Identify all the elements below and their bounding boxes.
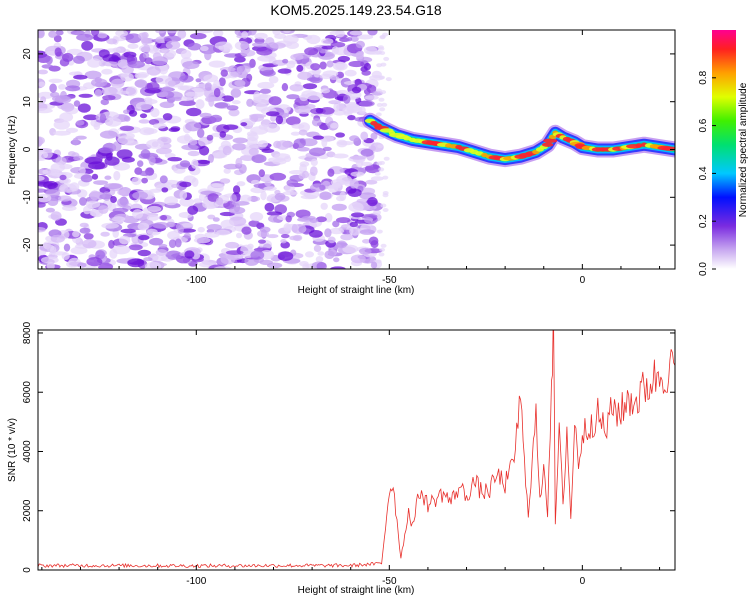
snr-panel: -100 -50 0 0 2000 4000 6000 8000 Height of stra… — [7, 321, 676, 596]
chart-title: KOM5.2025.149.23.54.G18 — [270, 2, 441, 18]
colorbar-tick-label: 0.6 — [698, 118, 709, 132]
colorbar-tick-label: 0.4 — [698, 166, 709, 180]
spectrogram-xtick-label: -50 — [382, 275, 397, 286]
snr-ytick-label: 8000 — [22, 321, 33, 344]
snr-xtick-label: -50 — [382, 576, 397, 587]
snr-ytick-label: 4000 — [22, 440, 33, 463]
colorbar-tick-label: 0.0 — [698, 262, 709, 276]
snr-plot-area — [38, 330, 675, 569]
spectrogram-xlabel: Height of straight line (km) — [298, 285, 415, 296]
spectrogram-ytick-label: 20 — [22, 48, 33, 60]
colorbar: 0.0 0.2 0.4 0.6 0.8 Normalized spectral ampl… — [698, 30, 749, 276]
snr-series-line — [38, 330, 675, 569]
spectrogram-ytick-label: -10 — [22, 190, 33, 205]
colorbar-tick-label: 0.2 — [698, 214, 709, 228]
spectrogram-xtick-label: 0 — [580, 275, 586, 286]
snr-ytick-label: 6000 — [22, 381, 33, 404]
colorbar-ticks: 0.0 0.2 0.4 0.6 0.8 — [698, 70, 716, 276]
snr-frame — [37, 329, 676, 571]
spectrogram-plot-area — [38, 30, 675, 269]
spectrogram-ytick-label: 0 — [22, 146, 33, 152]
noise-texture — [38, 30, 392, 269]
spectrogram-ylabel: Frequency (Hz) — [7, 116, 18, 185]
spectrogram-ytick-label: 10 — [22, 96, 33, 108]
snr-ytick-label: 0 — [22, 567, 33, 573]
snr-xtick-label: 0 — [580, 576, 586, 587]
colorbar-gradient — [712, 30, 736, 269]
spectrogram-xtick-label: -100 — [186, 275, 206, 286]
snr-ytick-label: 2000 — [22, 499, 33, 522]
snr-ylabel: SNR (10 * v/v) — [7, 418, 18, 482]
snr-xtick-label: -100 — [186, 576, 206, 587]
colorbar-label: Normalized spectral amplitude — [738, 82, 749, 217]
colorbar-tick-label: 0.8 — [698, 70, 709, 84]
snr-xlabel: Height of straight line (km) — [298, 585, 415, 596]
snr-axes: -100 -50 0 0 2000 4000 6000 8000 — [22, 321, 675, 587]
spectrogram-ytick-label: -20 — [22, 237, 33, 252]
ridge-hotspots — [364, 118, 675, 162]
